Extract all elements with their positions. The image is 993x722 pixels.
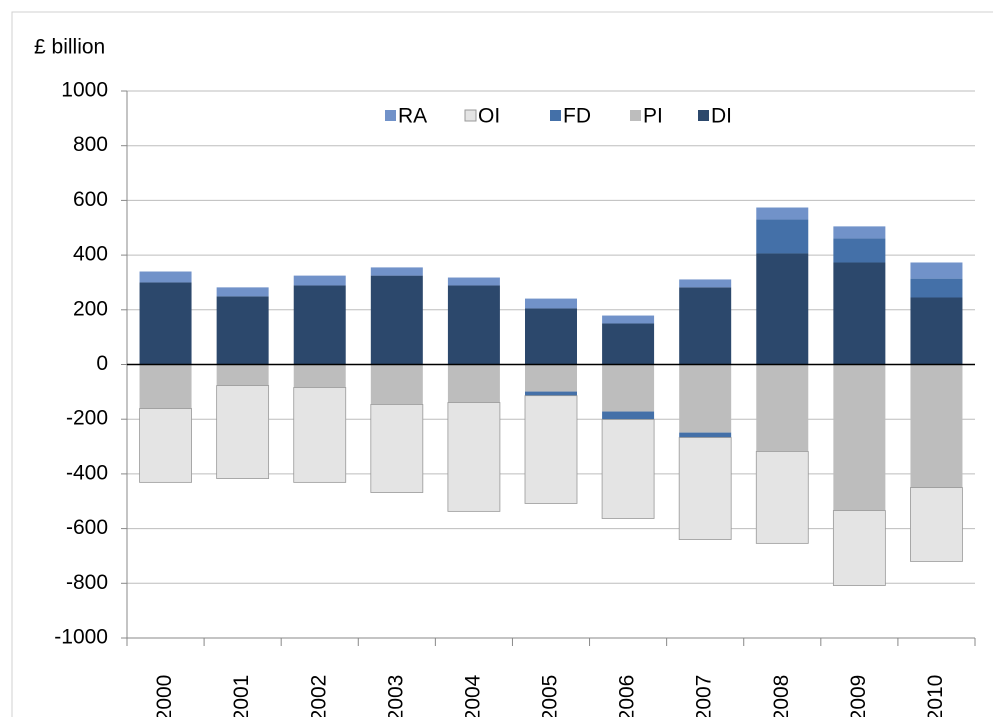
bar-segment <box>602 323 655 365</box>
legend-label: OI <box>478 105 500 128</box>
legend-swatch <box>698 110 709 121</box>
bar-segment <box>755 451 809 544</box>
y-tick-label: 200 <box>73 297 108 320</box>
legend-swatch <box>630 110 641 121</box>
x-tick-label: 2001 <box>230 675 253 717</box>
bar-segment <box>910 487 963 562</box>
legend-swatch <box>385 110 396 121</box>
legend-label: DI <box>711 105 732 128</box>
x-tick-label: 2010 <box>924 675 947 717</box>
bar-segment <box>293 275 346 286</box>
bar-segment <box>833 262 886 365</box>
bar-segment <box>679 364 732 433</box>
y-tick-label: 1000 <box>61 79 108 102</box>
bar-segment <box>910 297 963 365</box>
bar-segment <box>679 279 732 288</box>
bar-segment <box>525 298 577 309</box>
legend-item: RA <box>385 105 427 128</box>
bar-segment <box>370 404 424 493</box>
legend-item: OI <box>464 105 500 128</box>
bar-segment <box>447 402 501 512</box>
x-tick-label: 2004 <box>461 674 484 717</box>
bar-segment <box>139 408 192 483</box>
y-axis-label: £ billion <box>34 36 105 59</box>
bar-segment <box>910 278 963 298</box>
y-tick-label: -600 <box>66 516 108 539</box>
y-tick-label: 800 <box>73 133 108 156</box>
bar-segment <box>833 364 886 511</box>
x-tick-label: 2006 <box>616 675 639 717</box>
bar-segment <box>447 277 500 286</box>
x-tick-label: 2007 <box>693 675 716 717</box>
bar-segment <box>601 419 655 519</box>
bar-segment <box>216 385 270 479</box>
x-tick-label: 2009 <box>847 675 870 717</box>
bar-segment <box>602 364 655 412</box>
y-tick-label: -800 <box>66 571 108 594</box>
x-tick-label: 2000 <box>153 675 176 717</box>
bar-segment <box>139 282 192 365</box>
bar-segment <box>293 364 346 388</box>
bar-segment <box>370 364 423 405</box>
bar-segment <box>370 275 423 365</box>
bar-segment <box>602 315 655 324</box>
bar-segment <box>216 296 269 365</box>
bar-segment <box>756 207 809 220</box>
legend-label: FD <box>563 105 591 128</box>
y-tick-label: 400 <box>73 243 108 266</box>
bar-segment <box>678 437 732 540</box>
bar-segment <box>833 238 886 263</box>
y-tick-label: -1000 <box>54 626 108 649</box>
legend-label: RA <box>398 105 427 128</box>
bar-segment <box>216 287 269 297</box>
bar-segment <box>524 395 578 504</box>
bar-segment <box>139 364 192 409</box>
bar-segment <box>370 267 423 276</box>
x-tick-label: 2008 <box>770 675 793 717</box>
bar-segment <box>602 411 655 420</box>
x-tick-label: 2002 <box>307 675 330 717</box>
bar-segment <box>832 510 886 586</box>
legend-swatch <box>464 109 477 122</box>
legend-item: PI <box>630 105 663 128</box>
bar-segment <box>910 262 963 279</box>
bar-segment <box>139 271 192 283</box>
y-tick-label: -400 <box>66 461 108 484</box>
legend-item: FD <box>550 105 591 128</box>
legend-swatch <box>550 110 561 121</box>
bar-segment <box>525 391 577 396</box>
x-tick-label: 2005 <box>539 675 562 717</box>
y-tick-label: 600 <box>73 188 108 211</box>
y-tick-label: -200 <box>66 407 108 430</box>
bar-segment <box>756 364 809 452</box>
bar-segment <box>525 364 577 392</box>
bar-segment <box>447 364 500 403</box>
bar-segment <box>833 226 886 239</box>
legend-item: DI <box>698 105 732 128</box>
bar-segment <box>293 387 347 483</box>
bar-segment <box>293 285 346 365</box>
bar-segment <box>679 432 732 438</box>
bar-segment <box>447 285 500 365</box>
legend-label: PI <box>643 105 663 128</box>
bar-segment <box>216 364 269 386</box>
bar-segment <box>679 287 732 365</box>
bar-segment <box>525 308 577 365</box>
bar-segment <box>756 219 809 254</box>
bar-segment <box>756 253 809 365</box>
x-tick-label: 2003 <box>384 675 407 717</box>
y-tick-label: 0 <box>96 352 108 375</box>
bar-segment <box>910 364 963 488</box>
